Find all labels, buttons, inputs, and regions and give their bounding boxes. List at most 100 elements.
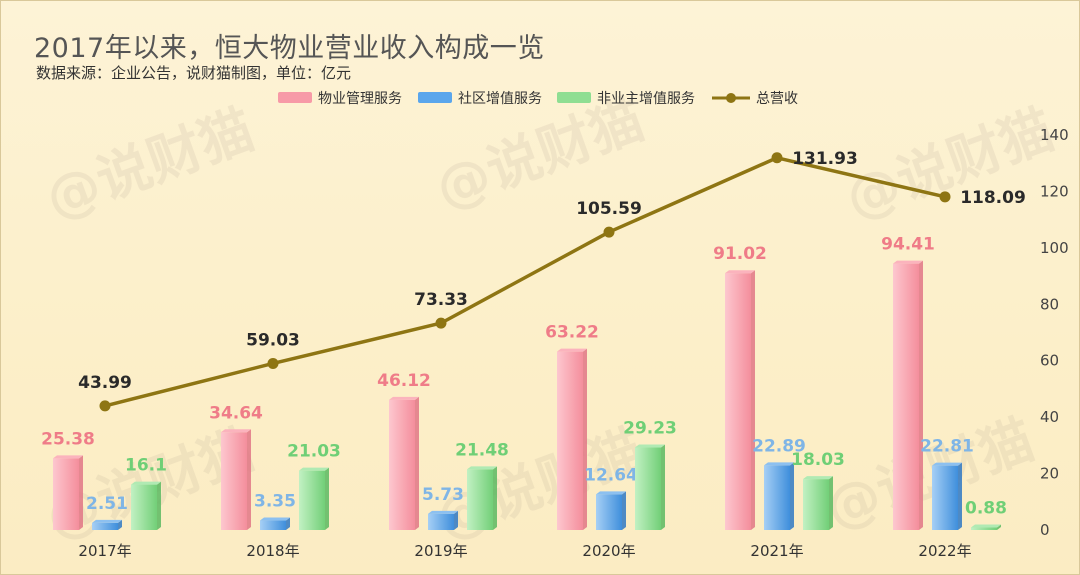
legend-swatch <box>278 92 312 103</box>
bar-value-label: 2.51 <box>86 494 128 514</box>
bar-side <box>415 396 419 530</box>
bar-value-label: 25.38 <box>41 429 95 449</box>
bar-side <box>157 481 161 530</box>
bar <box>764 465 790 530</box>
bar-value-label: 12.64 <box>584 465 638 485</box>
y-tick-label: 60 <box>1040 352 1059 370</box>
bar-value-label: 3.35 <box>254 492 296 512</box>
bar-side <box>454 510 458 530</box>
bar <box>803 479 829 530</box>
bar <box>635 447 661 530</box>
y-tick-label: 0 <box>1040 521 1050 539</box>
bar-side <box>919 260 923 530</box>
bar-side <box>622 491 626 530</box>
total-value-label: 118.09 <box>960 188 1026 208</box>
total-point <box>939 191 951 203</box>
bar-value-label: 22.81 <box>920 437 974 457</box>
bar-value-label: 91.02 <box>713 244 767 264</box>
bar-top <box>764 462 794 466</box>
x-tick-label: 2022年 <box>918 542 971 560</box>
total-value-label: 73.33 <box>414 290 468 310</box>
x-tick-label: 2021年 <box>750 542 803 560</box>
bar-top <box>92 519 122 523</box>
total-point <box>267 357 279 369</box>
bar <box>428 513 454 530</box>
bar-value-label: 22.89 <box>752 436 806 456</box>
legend-label: 非业主增值服务 <box>597 91 695 107</box>
bar-top <box>932 462 962 466</box>
legend-label: 物业管理服务 <box>318 91 402 107</box>
bar <box>725 273 751 530</box>
bar-top <box>389 396 419 400</box>
y-tick-label: 20 <box>1040 465 1059 483</box>
bar-top <box>803 476 833 480</box>
bar-side <box>325 467 329 530</box>
total-line <box>104 156 946 408</box>
y-tick-label: 120 <box>1040 182 1069 200</box>
chart-title: 2017年以来，恒大物业营业收入构成一览 <box>34 33 545 64</box>
x-tick-label: 2017年 <box>78 542 131 560</box>
bar-value-label: 63.22 <box>545 323 599 343</box>
bar-value-label: 21.48 <box>455 440 509 460</box>
y-tick-label: 40 <box>1040 408 1059 426</box>
bar <box>971 527 997 530</box>
bar <box>92 522 118 530</box>
bar-side <box>493 466 497 530</box>
bar-side <box>118 519 122 530</box>
bar-value-label: 21.03 <box>287 442 341 462</box>
bar-value-label: 5.73 <box>422 485 464 505</box>
x-tick-label: 2020年 <box>582 542 635 560</box>
x-tick-label: 2018年 <box>246 542 299 560</box>
legend-swatch <box>418 92 452 103</box>
bar <box>389 399 415 530</box>
total-point <box>435 317 447 329</box>
bar-side <box>997 524 1001 530</box>
bar-side <box>958 462 962 530</box>
legend-label: 社区增值服务 <box>458 91 542 107</box>
bar <box>932 465 958 530</box>
bar-top <box>725 270 755 274</box>
bar <box>221 432 247 530</box>
bar-top <box>221 429 251 433</box>
bar <box>53 458 79 530</box>
bar <box>467 469 493 530</box>
bar-value-label: 29.23 <box>623 419 677 439</box>
bar-top <box>557 348 587 352</box>
x-tick-label: 2019年 <box>414 542 467 560</box>
y-tick-label: 100 <box>1040 239 1069 257</box>
bar-side <box>247 429 251 530</box>
bar-top <box>893 260 923 264</box>
total-value-label: 131.93 <box>792 149 858 169</box>
total-value-label: 105.59 <box>576 199 642 219</box>
bar <box>131 484 157 530</box>
bar-side <box>661 444 665 530</box>
y-tick-label: 80 <box>1040 295 1059 313</box>
bar-top <box>260 517 290 521</box>
bar-side <box>829 476 833 530</box>
bar-side <box>790 462 794 530</box>
total-value-label: 59.03 <box>246 330 300 350</box>
bar-top <box>635 444 665 448</box>
bar-value-label: 94.41 <box>881 235 935 255</box>
bar-top <box>971 524 1001 528</box>
y-tick-label: 140 <box>1040 126 1069 144</box>
bar-top <box>131 481 161 485</box>
bar <box>260 520 286 530</box>
bar-side <box>751 270 755 530</box>
total-point <box>771 152 783 164</box>
bar-value-label: 16.1 <box>125 456 167 476</box>
bar <box>299 470 325 530</box>
total-point <box>603 226 615 238</box>
bar <box>596 494 622 530</box>
total-value-label: 43.99 <box>78 373 132 393</box>
total-point <box>99 400 111 412</box>
bar-top <box>596 491 626 495</box>
legend-swatch <box>557 92 591 103</box>
bar <box>557 351 583 530</box>
chart-subtitle: 数据来源：企业公告，说财猫制图，单位：亿元 <box>36 64 352 82</box>
bar-top <box>467 466 497 470</box>
bar <box>893 263 919 530</box>
bar-value-label: 0.88 <box>965 499 1007 519</box>
bar-side <box>583 348 587 530</box>
